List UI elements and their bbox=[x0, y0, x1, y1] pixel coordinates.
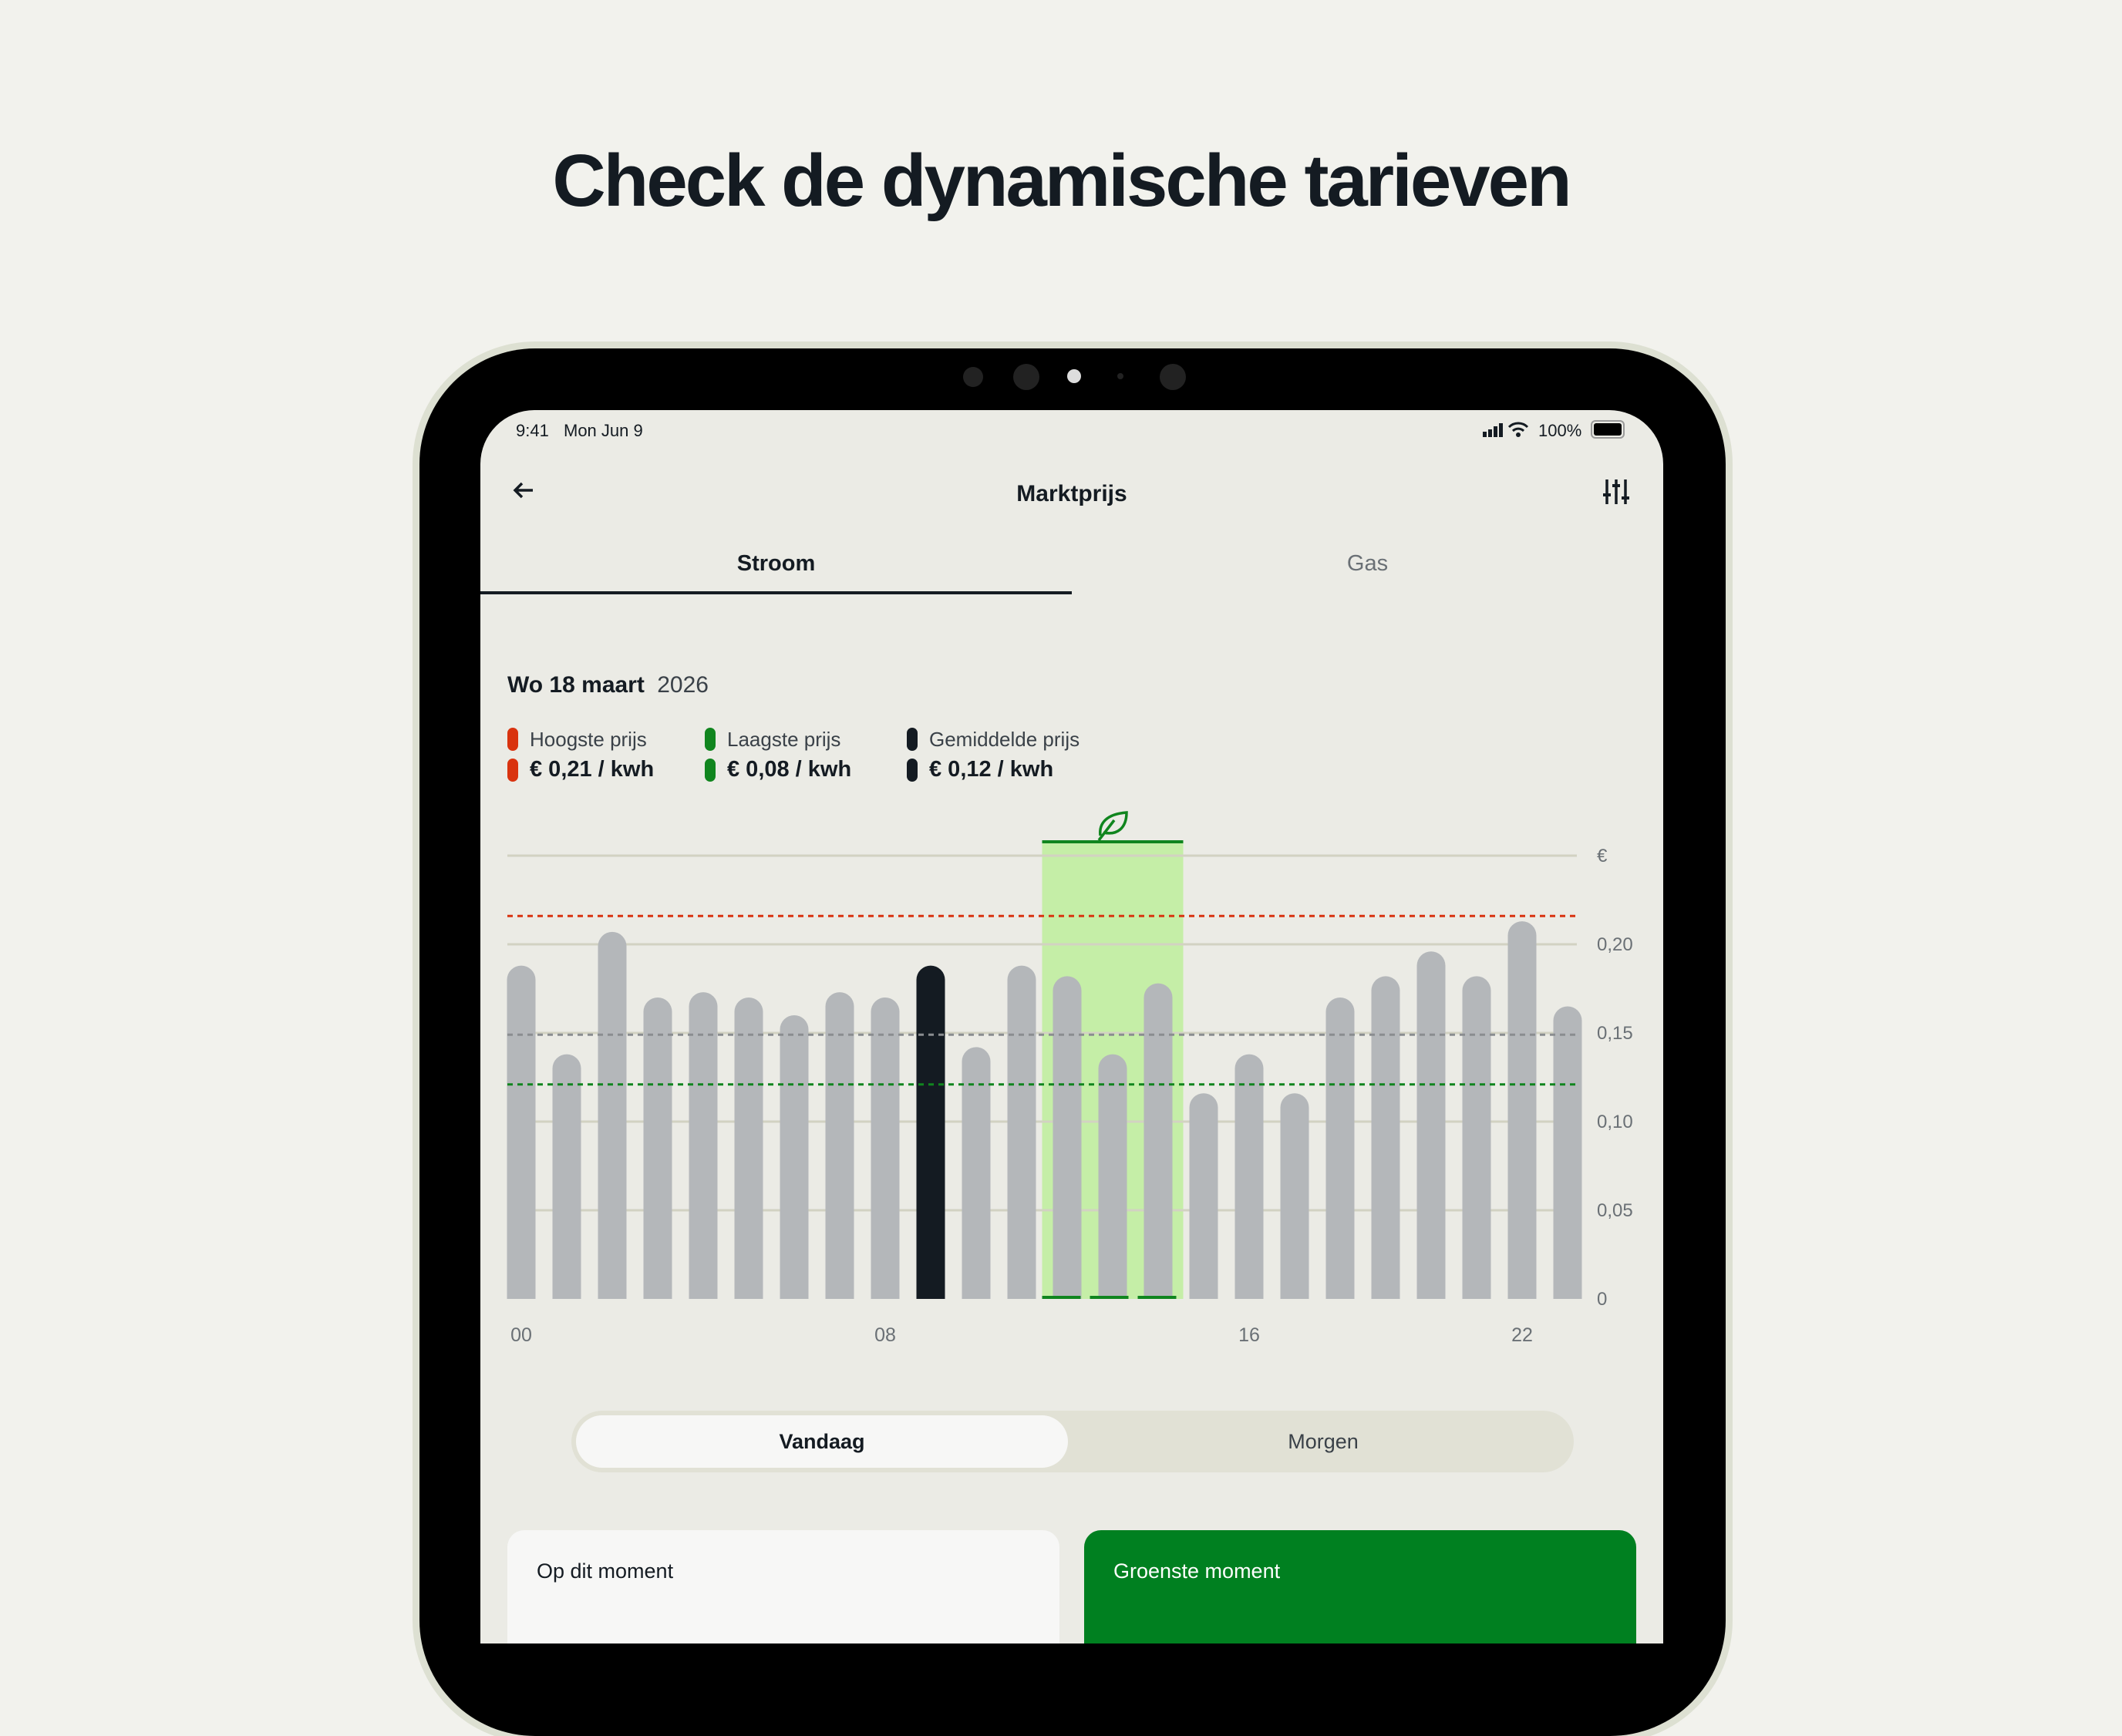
date-year: 2026 bbox=[657, 672, 709, 698]
bar bbox=[1507, 921, 1537, 1299]
bar bbox=[643, 998, 672, 1299]
card-greenest-moment[interactable]: Groenste moment bbox=[1084, 1530, 1636, 1643]
legend-swatch bbox=[507, 759, 518, 782]
bar bbox=[734, 998, 763, 1299]
bar bbox=[1053, 976, 1082, 1299]
status-time: 9:41 bbox=[516, 421, 549, 440]
bar bbox=[1553, 1006, 1582, 1299]
app-screen: 9:41 Mon Jun 9 100% Marktprijs Stroom Ga… bbox=[480, 410, 1663, 1643]
bar bbox=[871, 998, 900, 1299]
bar bbox=[780, 1015, 809, 1299]
legend-label: Hoogste prijs bbox=[530, 728, 647, 751]
y-tick-label: 0,20 bbox=[1597, 934, 1633, 955]
arrow-left-icon bbox=[513, 482, 533, 499]
date-day: Wo 18 maart bbox=[507, 672, 645, 698]
bar bbox=[507, 965, 536, 1299]
bar bbox=[962, 1047, 991, 1299]
y-tick-label: 0,05 bbox=[1597, 1200, 1633, 1221]
card-title: Groenste moment bbox=[1113, 1559, 1281, 1583]
legend-swatch bbox=[705, 728, 716, 751]
sensor-icon bbox=[963, 367, 983, 387]
bar bbox=[1234, 1054, 1264, 1299]
legend-label: Gemiddelde prijs bbox=[929, 728, 1080, 751]
wifi-icon bbox=[1507, 421, 1529, 442]
filter-button[interactable] bbox=[1602, 478, 1630, 510]
toggle-morgen[interactable]: Morgen bbox=[1288, 1430, 1359, 1453]
active-tab-indicator bbox=[480, 591, 1072, 594]
legend-value: € 0,21 / kwh bbox=[530, 757, 655, 782]
bar bbox=[1098, 1054, 1127, 1299]
y-unit-label: € bbox=[1597, 846, 1608, 866]
x-tick-label: 00 bbox=[510, 1324, 532, 1346]
bar bbox=[1416, 951, 1446, 1299]
sliders-icon bbox=[1603, 479, 1629, 504]
y-tick-label: 0,10 bbox=[1597, 1112, 1633, 1132]
legend-swatch bbox=[705, 759, 716, 782]
battery-percent: 100% bbox=[1538, 421, 1582, 440]
sensor-icon bbox=[1117, 373, 1123, 379]
bar bbox=[1325, 998, 1355, 1299]
hero-title: Check de dynamische tarieven bbox=[552, 140, 1571, 222]
x-tick-label: 16 bbox=[1238, 1324, 1260, 1346]
bar bbox=[1144, 983, 1173, 1299]
toggle-vandaag[interactable]: Vandaag bbox=[779, 1430, 865, 1453]
date-heading: Wo 18 maart 2026 bbox=[507, 672, 709, 698]
bar-current-hour bbox=[916, 965, 945, 1299]
status-date: Mon Jun 9 bbox=[564, 421, 643, 440]
page-title: Marktprijs bbox=[1016, 481, 1127, 506]
bar bbox=[1007, 965, 1036, 1299]
camera-icon bbox=[1160, 364, 1186, 390]
bar bbox=[598, 931, 627, 1299]
toggle-selected-knob bbox=[576, 1415, 1068, 1468]
bar bbox=[1371, 976, 1400, 1299]
tab-stroom[interactable]: Stroom bbox=[736, 551, 816, 576]
legend-swatch bbox=[907, 728, 918, 751]
bar bbox=[1280, 1093, 1309, 1299]
x-tick-label: 22 bbox=[1511, 1324, 1533, 1346]
card-title: Op dit moment bbox=[537, 1559, 674, 1583]
bar bbox=[689, 992, 718, 1299]
battery-icon bbox=[1591, 420, 1625, 439]
bar bbox=[552, 1054, 581, 1299]
y-tick-label: 0,15 bbox=[1597, 1023, 1633, 1044]
legend-swatch bbox=[507, 728, 518, 751]
bar bbox=[1462, 976, 1491, 1299]
back-button[interactable] bbox=[510, 476, 537, 508]
legend-value: € 0,08 / kwh bbox=[727, 757, 852, 782]
signal-icon bbox=[1483, 422, 1507, 442]
bar bbox=[825, 992, 854, 1299]
leaf-icon bbox=[1097, 811, 1128, 842]
day-toggle: Vandaag Morgen bbox=[571, 1411, 1574, 1472]
legend-value: € 0,12 / kwh bbox=[929, 757, 1054, 782]
x-tick-label: 08 bbox=[874, 1324, 896, 1346]
card-current-moment[interactable]: Op dit moment bbox=[507, 1530, 1059, 1643]
tab-gas[interactable]: Gas bbox=[1346, 551, 1389, 576]
legend-swatch bbox=[907, 759, 918, 782]
y-tick-label: 0 bbox=[1597, 1289, 1607, 1310]
bar bbox=[1189, 1093, 1218, 1299]
camera-light-icon bbox=[1067, 369, 1081, 383]
sensor-icon bbox=[1013, 364, 1039, 390]
legend-label: Laagste prijs bbox=[727, 728, 841, 751]
price-chart: 0 0,05 0,10 0,15 0,20 €00 08 16 22 bbox=[507, 811, 1633, 1346]
